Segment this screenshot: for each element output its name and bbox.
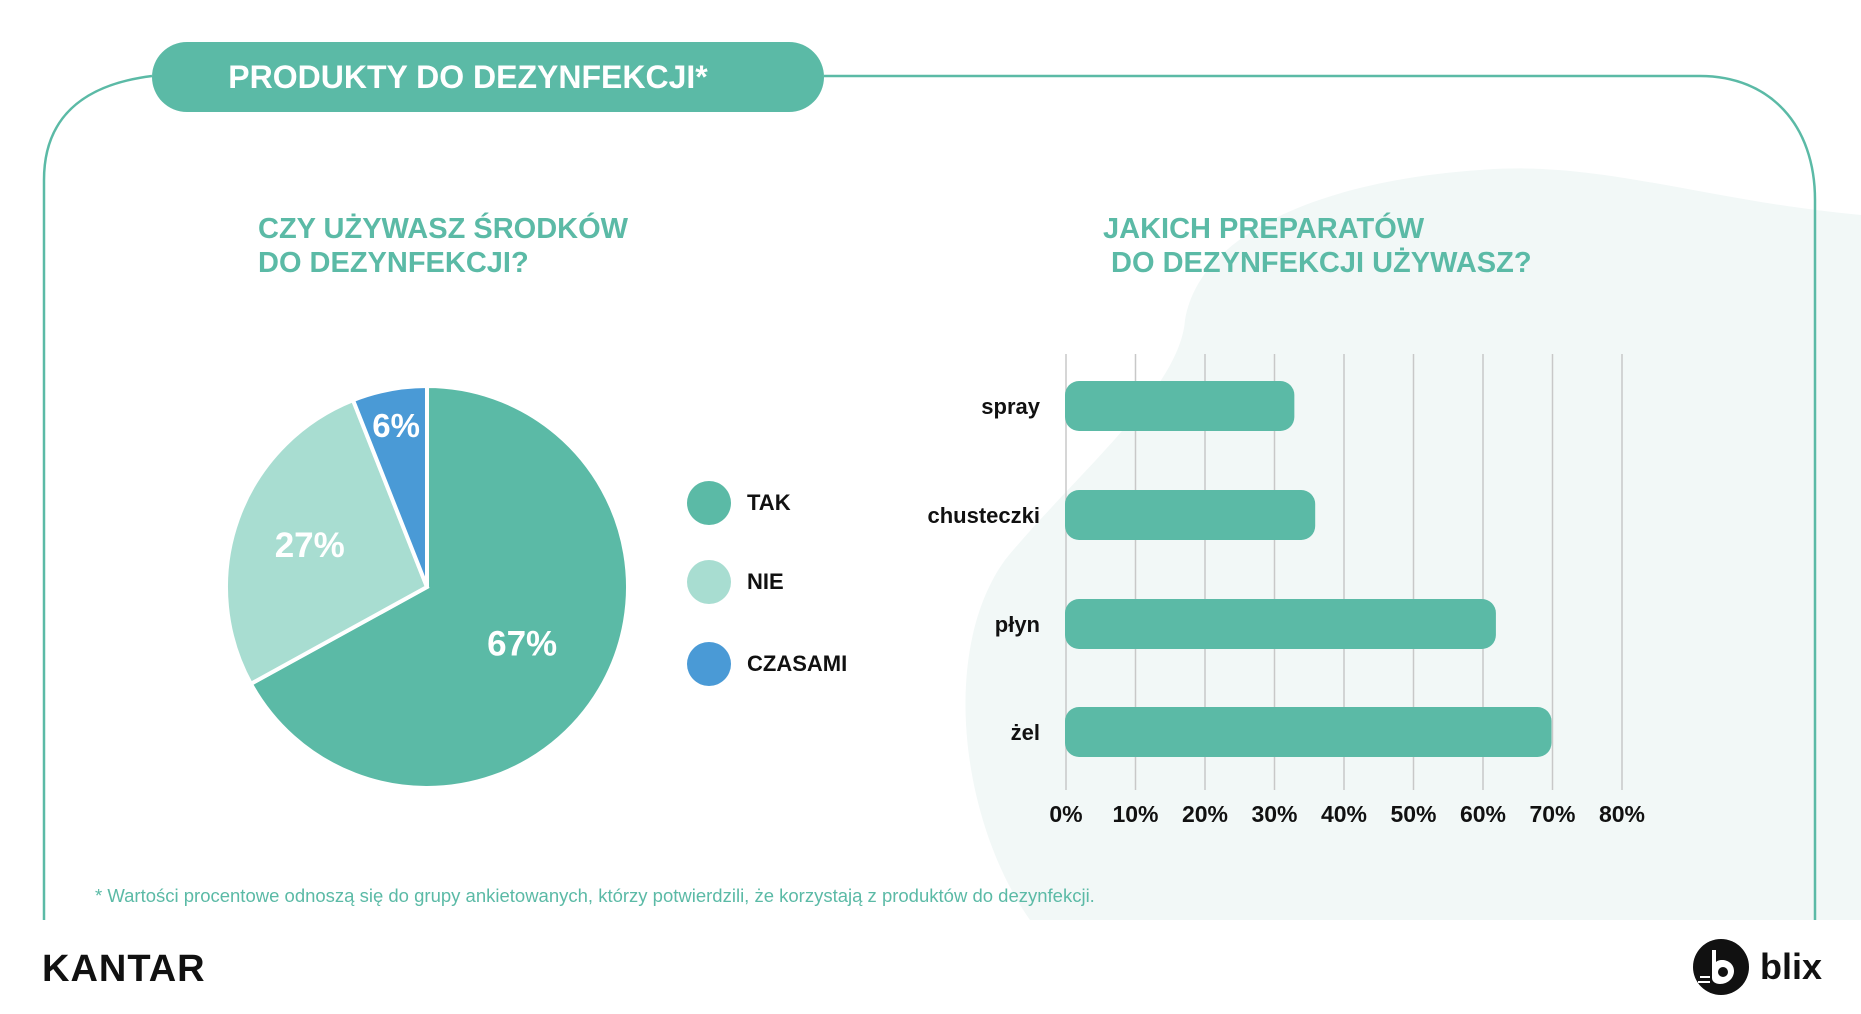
frame-outline [42,74,1817,920]
x-tick-label: 20% [1182,801,1228,827]
pie-slice-tak [248,383,630,790]
x-tick-label: 30% [1251,801,1297,827]
x-tick-label: 0% [1049,801,1082,827]
category-label: płyn [995,612,1040,637]
bar-chart: 0% 10% 20% 30% 40% 50% 60% 70% 80% spray chusteczk… [928,354,1645,827]
x-tick-label: 50% [1390,801,1436,827]
category-label: chusteczki [928,503,1041,528]
bar-spray [1065,381,1295,431]
bar-płyn [1065,599,1496,649]
x-tick-label: 60% [1460,801,1506,827]
pie-slice-nie [224,397,430,687]
bar-chart-title: JAKICH PREPARATÓW DO DEZYNFEKCJI UŻYWASZ… [1103,212,1532,280]
pie-chart: 67% 27% 6% [224,383,630,790]
legend-item-tak: TAK [687,481,791,525]
x-tick-label: 40% [1321,801,1367,827]
pie-slice-czasami [350,383,429,588]
bar-żel [1065,707,1552,757]
legend-label-nie: NIE [747,569,784,594]
pie-title-line-1: CZY UŻYWASZ ŚRODKÓW [258,213,629,245]
category-label: żel [1011,720,1040,745]
legend-item-czasami: CZASAMI [687,642,847,686]
legend-label-czasami: CZASAMI [747,651,848,676]
blix-logo-text: blix [1760,946,1823,987]
legend-swatch-czasami [687,642,731,686]
pie-label-czasami: 6% [372,407,420,444]
pie-label-nie: 27% [275,526,345,565]
x-tick-label: 10% [1112,801,1158,827]
x-tick-label: 80% [1599,801,1645,827]
footer [0,920,1861,1014]
legend-swatch-nie [687,560,731,604]
page-title: PRODUKTY DO DEZYNFEKCJI* [152,42,824,112]
x-tick-label: 70% [1529,801,1575,827]
legend-label-tak: TAK [747,490,791,515]
pie-label-tak: 67% [487,624,557,663]
legend-swatch-tak [687,481,731,525]
kantar-logo: KANTAR [42,948,206,990]
blix-logo-icon [1693,939,1749,995]
bar-title-line-2: DO DEZYNFEKCJI UŻYWASZ? [1103,247,1532,279]
bar-chusteczki [1065,490,1316,540]
bar-title-line-1: JAKICH PREPARATÓW [1103,213,1425,245]
legend-item-nie: NIE [687,560,784,604]
pie-title-line-2: DO DEZYNFEKCJI? [258,247,529,279]
pie-chart-title: CZY UŻYWASZ ŚRODKÓW DO DEZYNFEKCJI? [258,212,628,280]
footnote: * Wartości procentowe odnoszą się do gru… [95,885,1095,906]
category-label: spray [981,394,1040,419]
blix-logo: blix [1692,937,1822,997]
